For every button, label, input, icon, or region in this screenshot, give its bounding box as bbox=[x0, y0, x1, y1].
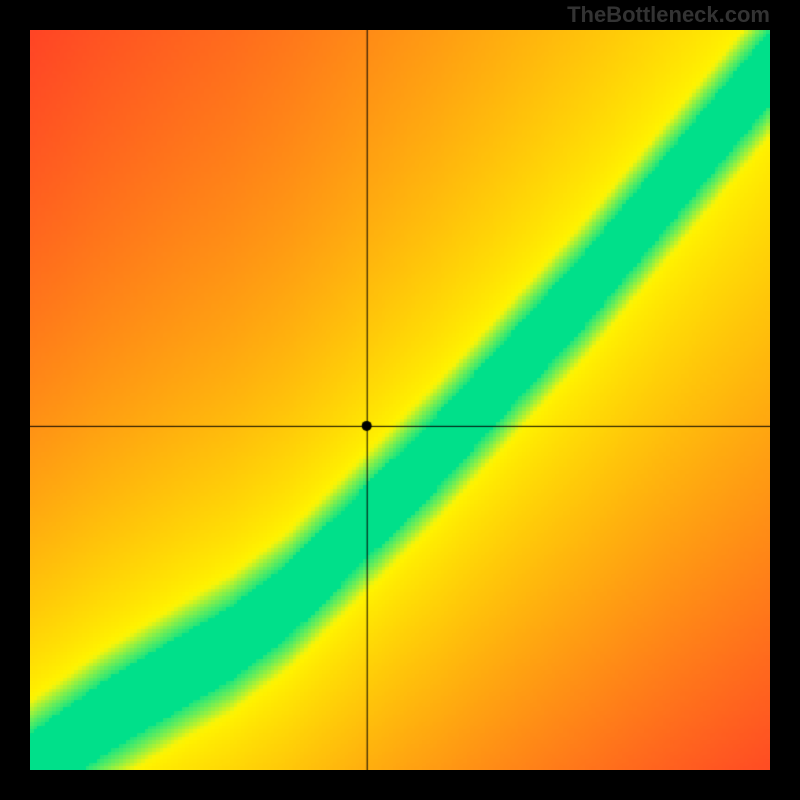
watermark-text: TheBottleneck.com bbox=[567, 2, 770, 28]
plot-area bbox=[30, 30, 770, 770]
crosshair-overlay bbox=[30, 30, 770, 770]
chart-frame: TheBottleneck.com bbox=[0, 0, 800, 800]
